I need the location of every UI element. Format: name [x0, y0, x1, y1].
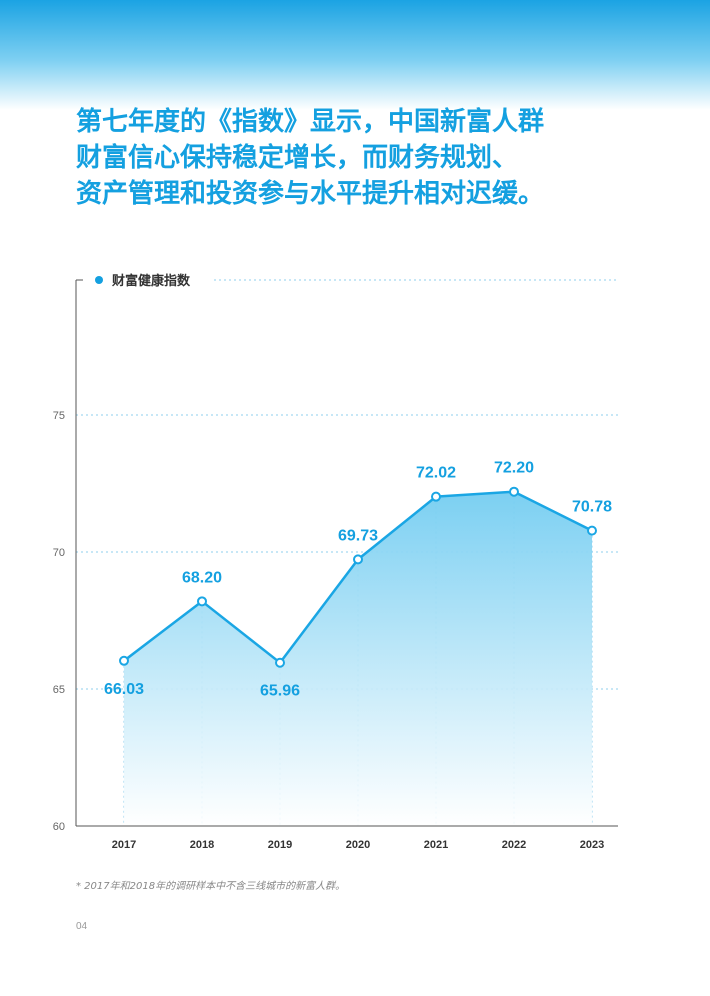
- legend: 财富健康指数: [95, 273, 191, 289]
- x-tick-label: 2022: [502, 839, 526, 851]
- y-tick-label: 65: [53, 684, 65, 696]
- top-gradient-band: [0, 0, 710, 110]
- axes: [75, 279, 618, 827]
- y-tick-label: 60: [53, 821, 65, 833]
- page-number: 04: [76, 921, 88, 932]
- legend-label: 财富健康指数: [112, 273, 191, 289]
- tick-labels-layer: 60 65 70 75 2017 2018 2019 2020 2021 2022 2023: [53, 410, 604, 851]
- data-point: [353, 554, 363, 565]
- x-tick-label: 2023: [580, 839, 604, 851]
- legend-marker: [95, 276, 103, 284]
- x-tick-label: 2019: [268, 839, 292, 851]
- footnote: * 2017年和2018年的调研样本中不含三线城市的新富人群。: [76, 881, 346, 892]
- headline-line: 第七年度的《指数》显示，中国新富人群: [76, 107, 545, 137]
- headline-line: 资产管理和投资参与水平提升相对迟缓。: [76, 179, 545, 209]
- data-label: 65.96: [260, 683, 300, 700]
- y-tick-label: 70: [53, 547, 65, 559]
- data-label: 66.03: [104, 681, 144, 698]
- wealth-index-chart: 66.03 68.20 65.96 69.73 72.02 72.20 70.78 60 65…: [53, 273, 618, 851]
- page-headline: 第七年度的《指数》显示，中国新富人群 财富信心保持稳定增长，而财务规划、 资产管…: [76, 104, 676, 212]
- data-label: 69.73: [338, 527, 378, 544]
- data-point: [509, 486, 519, 497]
- data-labels-layer: 66.03 68.20 65.96 69.73 72.02 72.20 70.78: [104, 460, 612, 700]
- headline-line: 财富信心保持稳定增长，而财务规划、: [76, 143, 519, 173]
- x-tick-label: 2017: [112, 839, 136, 851]
- data-point: [197, 596, 207, 607]
- data-point: [587, 525, 597, 536]
- data-point: [275, 657, 285, 668]
- data-label: 68.20: [182, 569, 222, 586]
- series-area: [124, 491, 592, 826]
- y-tick-label: 75: [53, 410, 65, 422]
- data-point: [431, 491, 441, 502]
- x-tick-label: 2021: [424, 839, 448, 851]
- chart-container: 66.03 68.20 65.96 69.73 72.02 72.20 70.78 60 65…: [0, 260, 710, 860]
- data-points-layer: [119, 486, 597, 668]
- data-point: [119, 655, 129, 666]
- area-fill-layer: [124, 491, 592, 826]
- data-label: 70.78: [572, 499, 612, 516]
- data-label: 72.02: [416, 465, 456, 482]
- data-label: 72.20: [494, 460, 534, 477]
- x-tick-label: 2020: [346, 839, 370, 851]
- x-tick-label: 2018: [190, 839, 214, 851]
